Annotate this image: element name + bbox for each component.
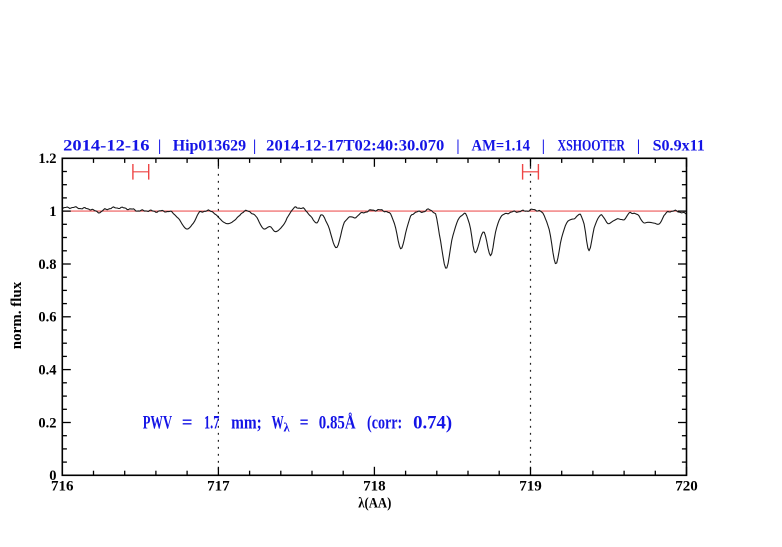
svg-text:1.2: 1.2	[38, 151, 56, 167]
svg-text:PWV=1.7mm;W=0.85Å(corr:0.74)λ: PWV = 1.7 mm; W = 0.85Å (corr: 0.74)λ	[143, 413, 452, 435]
svg-text:718: 718	[363, 479, 386, 495]
svg-text:1: 1	[49, 204, 56, 220]
svg-text:0: 0	[49, 468, 56, 484]
svg-text:λ(AA): λ(AA)	[358, 496, 391, 512]
svg-text:0.2: 0.2	[38, 415, 56, 431]
svg-text:0.6: 0.6	[38, 310, 56, 326]
svg-text:720: 720	[675, 479, 698, 495]
svg-text:717: 717	[207, 479, 230, 495]
svg-text:2014-12-16|Hip013629|2014-12-1: 2014-12-16 | Hip013629 | 2014-12-17T02:40:30…	[63, 136, 705, 155]
svg-text:0.8: 0.8	[38, 257, 56, 273]
svg-text:716: 716	[51, 479, 74, 495]
svg-text:norm. flux: norm. flux	[9, 281, 25, 349]
svg-text:0.4: 0.4	[38, 363, 56, 379]
svg-text:719: 719	[519, 479, 542, 495]
